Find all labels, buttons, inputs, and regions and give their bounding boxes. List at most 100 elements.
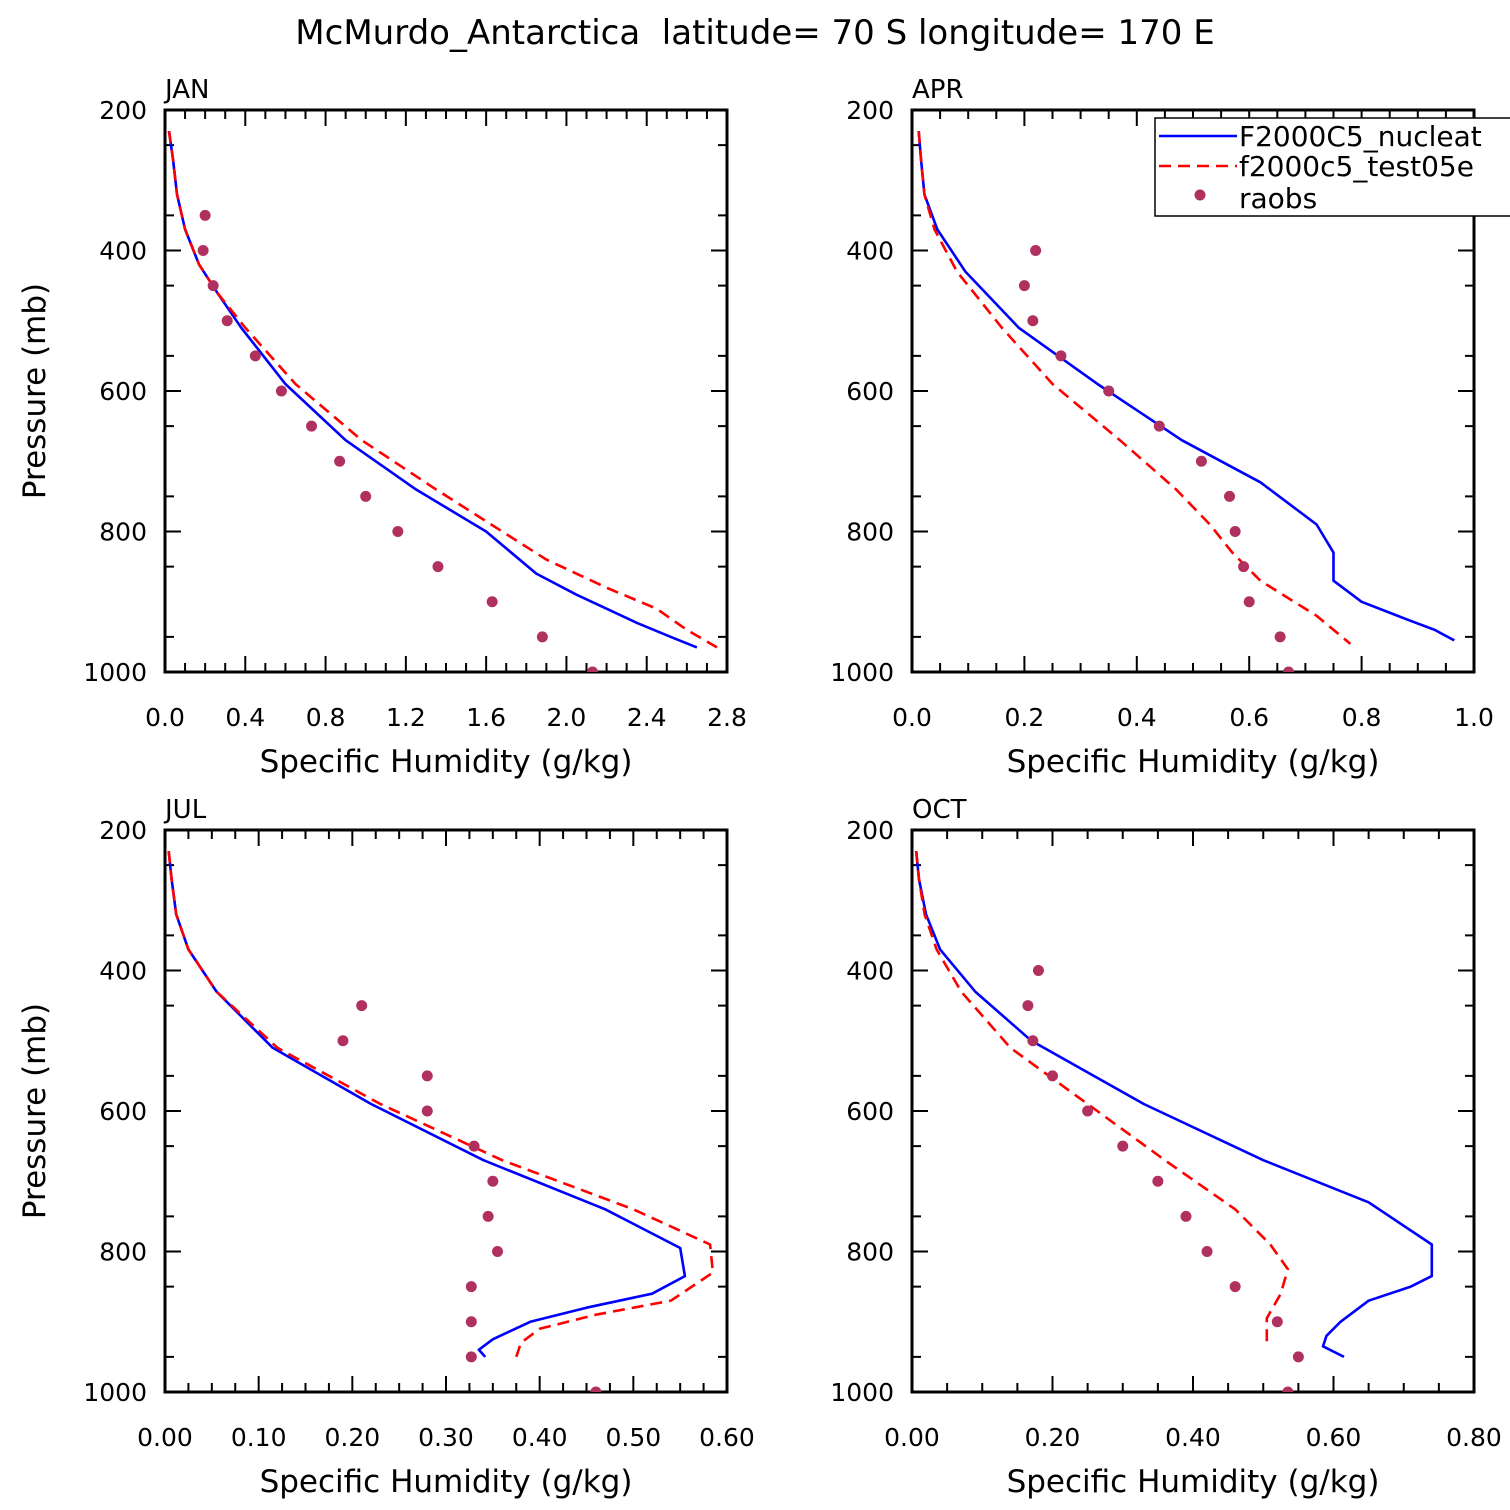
- x-tick-label: 0.40: [512, 1423, 568, 1452]
- raobs-point: [587, 666, 599, 672]
- panels: JAN 0.0 0.4 0.8 1.2 1.6 2.0 2.4 2.8 200 400 600 800 1…: [17, 75, 1510, 1500]
- raobs-point: [421, 1070, 433, 1082]
- raobs-point: [1180, 1210, 1192, 1222]
- raobs-point: [249, 350, 261, 362]
- raobs-point: [482, 1210, 494, 1222]
- series-f2000c5-nucleat-line: [917, 130, 1455, 642]
- x-axis-label: Specific Humidity (g/kg): [260, 744, 633, 780]
- raobs-point: [1229, 1281, 1241, 1293]
- x-tick-label: 1.0: [1454, 703, 1494, 732]
- y-tick-label: 800: [99, 1238, 147, 1267]
- y-tick-label: 200: [99, 96, 147, 125]
- y-tick-label: 600: [99, 1097, 147, 1126]
- data-layer: [167, 130, 718, 672]
- raobs-point: [207, 280, 219, 292]
- x-tick-label: 0.8: [306, 703, 346, 732]
- raobs-point: [1152, 1175, 1164, 1187]
- x-tick-label: 0.10: [231, 1423, 287, 1452]
- x-tick-label: 0.00: [884, 1423, 940, 1452]
- x-tick-label: 2.8: [707, 703, 747, 732]
- x-tick-label: 0.20: [324, 1423, 380, 1452]
- x-tick-label: 0.4: [225, 703, 265, 732]
- y-tick-label: 600: [846, 377, 894, 406]
- x-tick-label: 0.4: [1117, 703, 1157, 732]
- raobs-point: [1282, 1386, 1294, 1392]
- x-axis-label: Specific Humidity (g/kg): [1007, 1464, 1380, 1500]
- y-tick-label: 800: [846, 1238, 894, 1267]
- x-tick-label: 0.40: [1165, 1423, 1221, 1452]
- raobs-point: [1055, 350, 1067, 362]
- raobs-point: [197, 245, 209, 256]
- data-layer: [167, 850, 715, 1392]
- plot-frame: [910, 828, 1476, 1394]
- y-tick-label: 1000: [830, 658, 894, 687]
- raobs-point: [1032, 965, 1044, 976]
- legend-swatch-marker: [1194, 189, 1206, 201]
- raobs-point: [465, 1351, 477, 1363]
- panel-oct: OCT 0.00 0.20 0.40 0.60 0.80 200 400 600 800 1000 S…: [830, 795, 1501, 1500]
- raobs-point: [356, 1000, 368, 1012]
- x-tick-label: 0.50: [605, 1423, 661, 1452]
- figure-title: McMurdo_Antarctica latitude= 70 S longit…: [295, 13, 1214, 53]
- raobs-point: [486, 596, 498, 608]
- x-tick-label: 0.2: [1005, 703, 1045, 732]
- raobs-point: [465, 1281, 477, 1293]
- x-tick-label: 0.20: [1025, 1423, 1081, 1452]
- data-layer: [917, 130, 1455, 672]
- raobs-point: [337, 1035, 349, 1047]
- y-tick-label: 1000: [830, 1378, 894, 1407]
- series-raobs: [337, 1000, 602, 1392]
- x-tick-label: 1.2: [386, 703, 426, 732]
- raobs-point: [432, 561, 444, 573]
- raobs-point: [487, 1175, 499, 1187]
- raobs-point: [468, 1140, 480, 1152]
- x-tick-label: 0.8: [1342, 703, 1382, 732]
- raobs-point: [1082, 1105, 1094, 1117]
- panel-label: JAN: [163, 75, 209, 105]
- panel-apr: APR 0.0 0.2 0.4 0.6 0.8 1.0 200 400 600 800 1000 Spe…: [830, 75, 1510, 780]
- panel-jan: JAN 0.0 0.4 0.8 1.2 1.6 2.0 2.4 2.8 200 400 600 800 1…: [17, 75, 747, 780]
- x-tick-label: 1.6: [466, 703, 506, 732]
- x-tick-label: 2.0: [547, 703, 587, 732]
- series-raobs: [197, 209, 599, 672]
- legend-label: F2000C5_nucleat: [1239, 120, 1482, 153]
- plot-frame: [163, 108, 729, 674]
- x-tick-label: 0.60: [699, 1423, 755, 1452]
- x-tick-label: 2.4: [627, 703, 667, 732]
- raobs-point: [590, 1386, 602, 1392]
- raobs-point: [199, 209, 211, 221]
- raobs-point: [1271, 1316, 1283, 1328]
- y-tick-label: 400: [846, 237, 894, 266]
- x-tick-label: 0.30: [418, 1423, 474, 1452]
- raobs-point: [1201, 1246, 1213, 1257]
- raobs-point: [1030, 245, 1042, 256]
- x-tick-label: 0.0: [145, 703, 185, 732]
- panel-label: JUL: [163, 795, 207, 825]
- x-tick-label: 0.00: [137, 1423, 193, 1452]
- raobs-point: [1027, 1035, 1039, 1047]
- y-tick-label: 800: [99, 518, 147, 547]
- raobs-point: [275, 385, 287, 397]
- x-tick-label: 0.60: [1306, 1423, 1362, 1452]
- legend-box: [1154, 117, 1510, 217]
- legend-label: f2000c5_test05e: [1239, 150, 1474, 183]
- y-tick-label: 400: [846, 957, 894, 986]
- series-f2000c5-test05e-line: [167, 130, 718, 649]
- raobs-point: [1047, 1070, 1058, 1082]
- raobs-point: [392, 526, 404, 537]
- series-f2000c5-nucleat-line: [167, 130, 698, 649]
- series-f2000c5-test05e-line: [917, 130, 1352, 645]
- y-tick-label: 600: [846, 1097, 894, 1126]
- raobs-point: [1027, 315, 1039, 327]
- raobs-point: [1283, 666, 1295, 672]
- x-tick-label: 0.6: [1229, 703, 1269, 732]
- series-f2000c5-nucleat-line: [914, 850, 1434, 1359]
- y-axis-label: Pressure (mb): [17, 283, 53, 499]
- y-tick-label: 400: [99, 957, 147, 986]
- raobs-point: [1117, 1140, 1129, 1152]
- raobs-point: [1292, 1351, 1304, 1363]
- series-raobs: [1022, 965, 1304, 1392]
- panel-jul: JUL 0.00 0.10 0.20 0.30 0.40 0.50 0.60 200 400 600…: [17, 795, 755, 1500]
